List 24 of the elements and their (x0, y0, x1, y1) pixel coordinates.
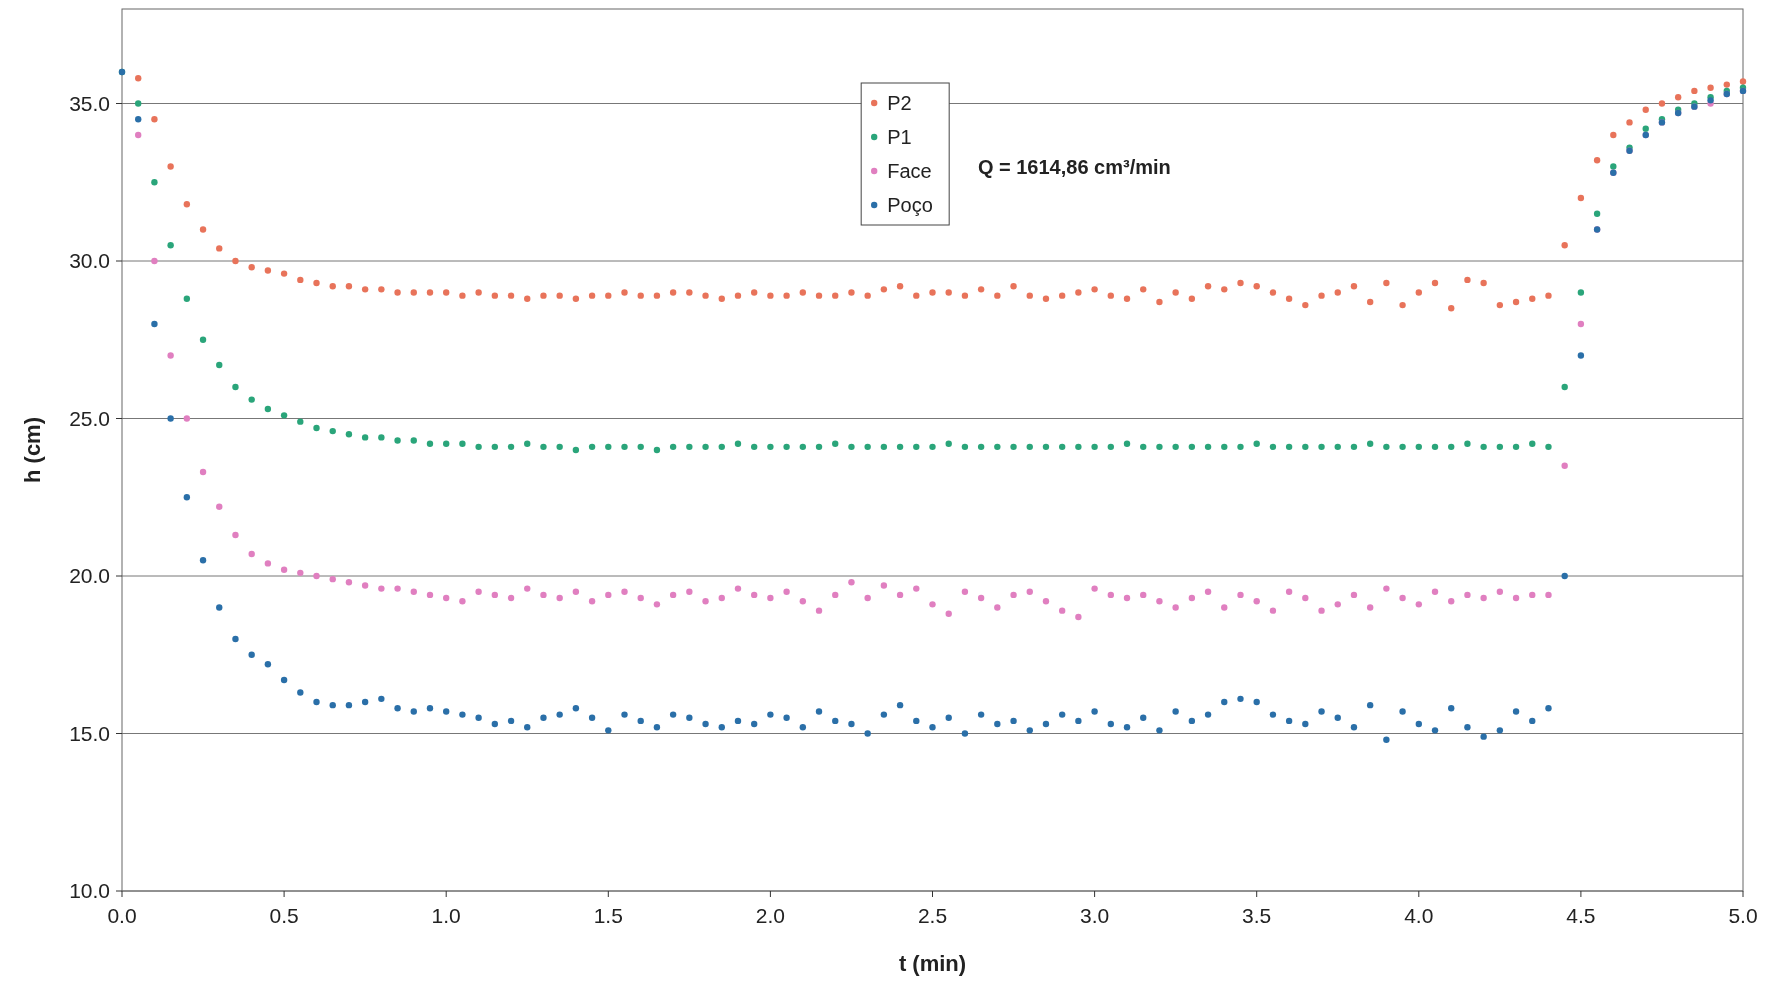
x-tick-label: 0.0 (107, 904, 137, 927)
x-tick-label: 3.0 (1080, 904, 1110, 927)
x-tick-label: 2.5 (917, 904, 948, 927)
x-tick-label: 1.5 (593, 904, 623, 927)
y-axis-title: h (cm) (20, 417, 45, 483)
x-tick-label: 0.5 (269, 904, 299, 927)
x-tick-label: 5.0 (1728, 904, 1758, 927)
legend-label: Poço (887, 194, 933, 216)
y-tick-label: 20.0 (69, 564, 110, 587)
y-tick-label: 10.0 (69, 879, 110, 902)
y-tick-label: 35.0 (69, 91, 110, 115)
y-tick-label: 30.0 (69, 249, 110, 272)
legend-label: P2 (887, 92, 912, 114)
x-tick-label: 1.0 (431, 904, 461, 927)
y-tick-label: 25.0 (69, 406, 110, 430)
legend-label: P1 (887, 126, 912, 148)
x-tick-label: 4.5 (1566, 904, 1596, 927)
x-axis-title: t (min) (898, 951, 967, 976)
annotation: Q = 1614,86 cm³/min (977, 156, 1171, 178)
x-tick-label: 3.5 (1242, 904, 1272, 927)
x-tick-label: 2.0 (755, 904, 785, 927)
x-tick-label: 4.0 (1404, 904, 1434, 927)
y-tick-label: 15.0 (69, 721, 110, 745)
legend-label: Face (887, 160, 932, 182)
